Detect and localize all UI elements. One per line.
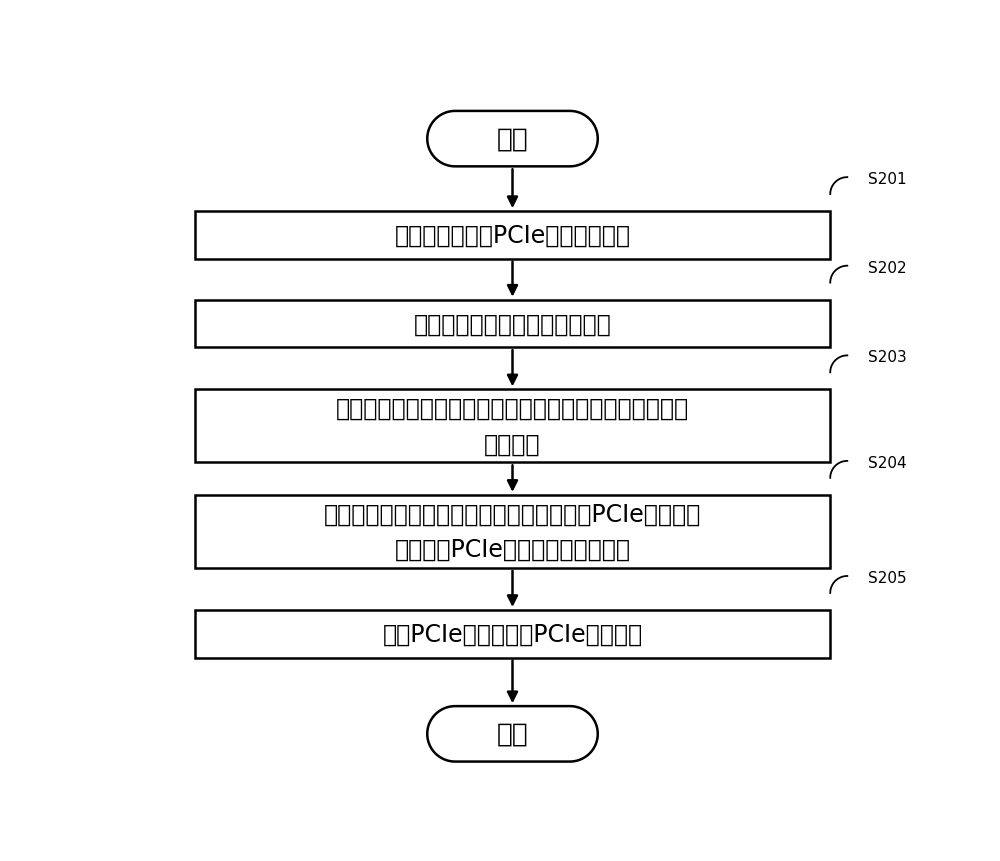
Polygon shape bbox=[427, 112, 598, 167]
Text: S205: S205 bbox=[868, 570, 907, 585]
Text: 控制PCIe设备端进行PCIe链路训练: 控制PCIe设备端进行PCIe链路训练 bbox=[382, 622, 643, 646]
FancyBboxPatch shape bbox=[195, 390, 830, 463]
Text: 结束: 结束 bbox=[497, 721, 528, 747]
FancyBboxPatch shape bbox=[195, 610, 830, 658]
Text: 利用虚拟处理器释放复位寄存器: 利用虚拟处理器释放复位寄存器 bbox=[414, 312, 611, 336]
FancyBboxPatch shape bbox=[195, 495, 830, 568]
FancyBboxPatch shape bbox=[195, 212, 830, 259]
Text: 开始: 开始 bbox=[497, 127, 528, 152]
Text: S203: S203 bbox=[868, 350, 907, 365]
Text: S201: S201 bbox=[868, 172, 907, 187]
Text: 利用虚拟处理器根据预先存储的功能信息对PCIe物理层寄
存器以及PCIe控制寄存器进行配置: 利用虚拟处理器根据预先存储的功能信息对PCIe物理层寄 存器以及PCIe控制寄存… bbox=[324, 502, 701, 561]
Text: 利用虚拟处理器根据预先存储的赋值表对加速仿真寄存器
进行配置: 利用虚拟处理器根据预先存储的赋值表对加速仿真寄存器 进行配置 bbox=[336, 397, 689, 456]
Text: 控制预先搞建的PCIe仿真平台上电: 控制预先搞建的PCIe仿真平台上电 bbox=[394, 224, 631, 248]
Text: S202: S202 bbox=[868, 260, 907, 276]
Text: S204: S204 bbox=[868, 455, 907, 470]
Polygon shape bbox=[427, 706, 598, 762]
FancyBboxPatch shape bbox=[195, 300, 830, 348]
